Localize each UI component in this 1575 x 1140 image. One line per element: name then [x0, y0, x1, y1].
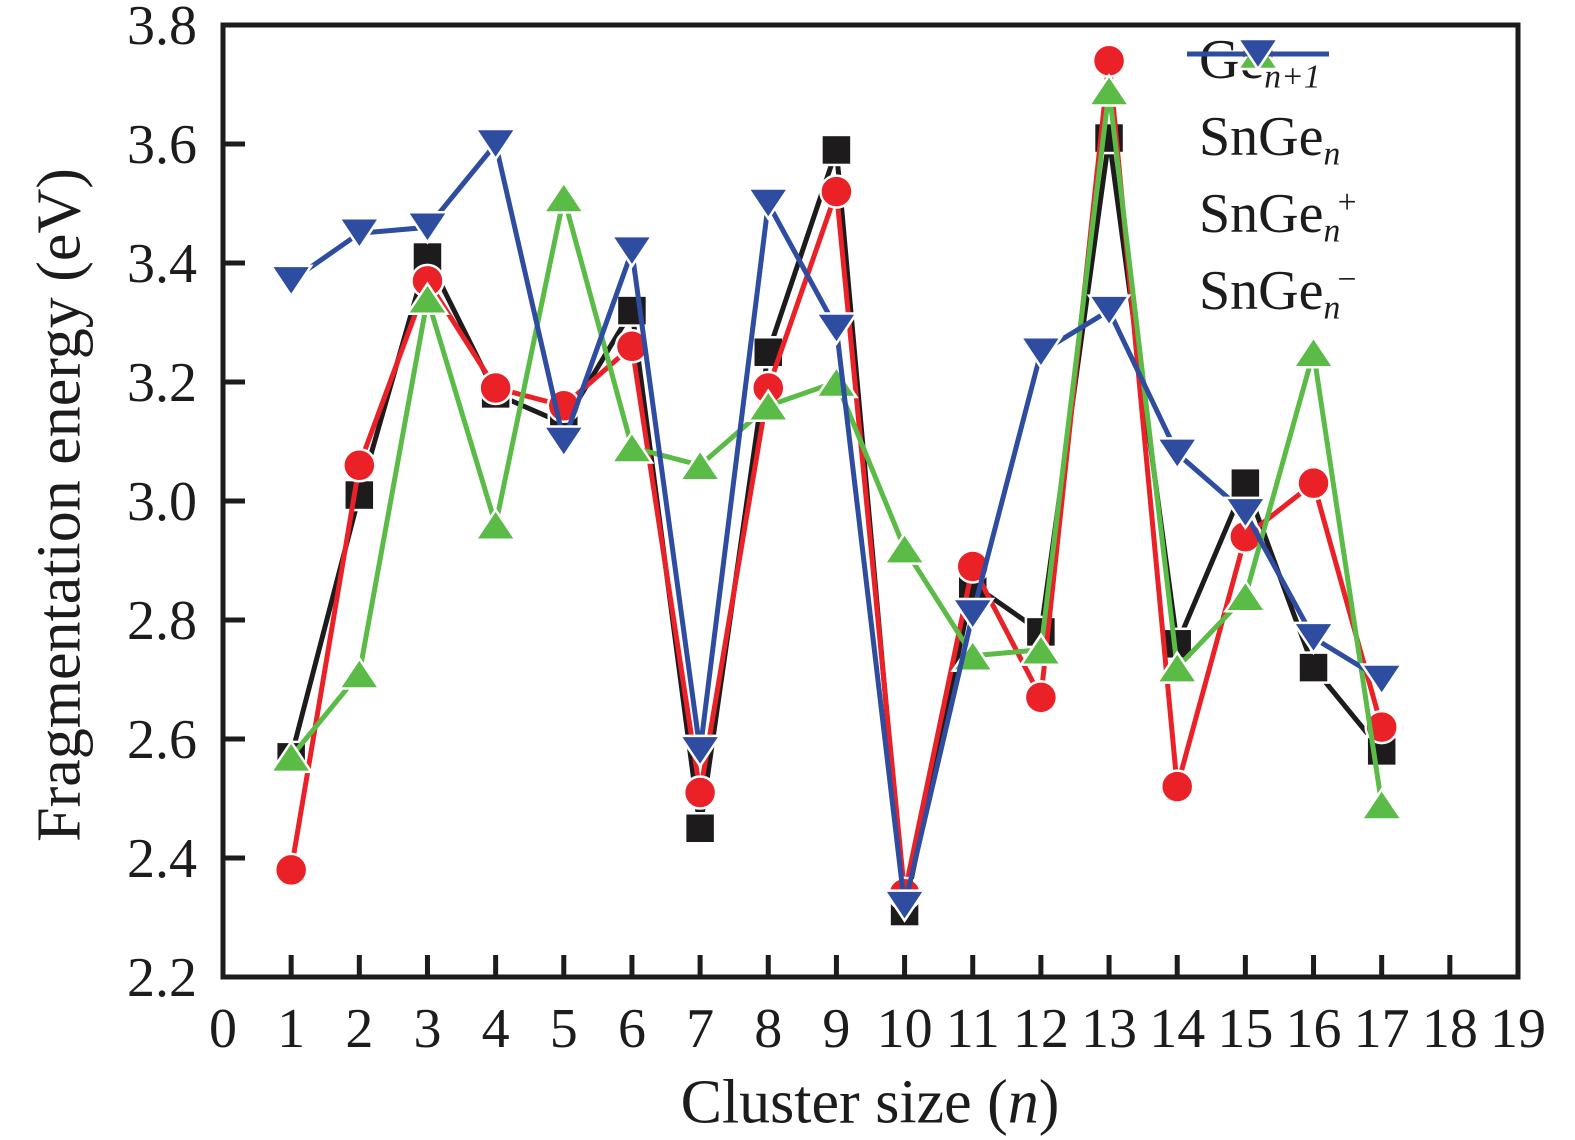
marker-circle [1296, 465, 1331, 501]
marker-triangle-up [1359, 787, 1405, 821]
marker-circle [819, 174, 854, 209]
marker-circle [614, 329, 650, 364]
marker-triangle-down [405, 211, 450, 245]
x-tick-label: 18 [1422, 998, 1478, 1060]
marker-circle [1159, 769, 1195, 804]
legend-entry-snge-minus: SnGen− [1183, 37, 1357, 332]
x-tick-label: 12 [1013, 998, 1069, 1060]
marker-triangle-up [1223, 578, 1268, 613]
x-tick-label: 10 [877, 998, 933, 1060]
legend-label: SnGen+ [1199, 182, 1357, 249]
marker-circle [342, 448, 377, 483]
marker-circle [273, 852, 309, 888]
marker-triangle-down [1291, 621, 1336, 656]
x-tick-label: 13 [1081, 998, 1137, 1060]
marker-circle [478, 370, 513, 406]
marker-triangle-down [541, 425, 587, 459]
x-tick-label: 7 [686, 998, 714, 1060]
marker-triangle-down [814, 312, 859, 346]
legend-label: SnGen− [1199, 259, 1357, 326]
x-tick-label: 14 [1149, 998, 1205, 1060]
x-tick-label: 1 [277, 998, 305, 1060]
marker-triangle-down [1223, 496, 1268, 531]
x-tick-label: 15 [1217, 998, 1273, 1060]
series-SnGe_n_minus [268, 127, 1405, 923]
marker-triangle-up [541, 180, 587, 214]
marker-square [683, 812, 717, 845]
marker-triangle-down [677, 734, 723, 769]
x-tick-label: 0 [209, 998, 237, 1060]
y-tick-label: 3.0 [127, 471, 197, 533]
x-tick-label: 9 [822, 998, 850, 1060]
y-tick-label: 3.2 [127, 352, 197, 414]
marker-triangle-down [950, 597, 996, 632]
x-axis-title-suffix: ) [1038, 1068, 1060, 1137]
marker-triangle-up [814, 364, 859, 399]
marker-triangle-up [1086, 73, 1132, 107]
x-tick-label: 8 [754, 998, 782, 1060]
marker-triangle-down [1359, 663, 1405, 697]
y-tick-label: 2.2 [127, 947, 197, 1009]
y-tick-label: 2.8 [127, 590, 197, 652]
marker-square [1297, 651, 1330, 684]
marker-triangle-down [1086, 294, 1132, 328]
legend-entry-snge: SnGen [1183, 36, 1357, 178]
marker-triangle-down [1154, 437, 1200, 471]
x-tick-label: 11 [946, 998, 1000, 1060]
marker-triangle-up [405, 281, 450, 315]
marker-square [820, 133, 853, 167]
marker-triangle-up [882, 531, 927, 565]
legend: Gen+1 SnGen SnGen+ SnGen− [1183, 24, 1357, 332]
legend-label: SnGen [1199, 105, 1341, 172]
x-tick-label: 16 [1286, 998, 1342, 1060]
series-SnGe_n_plus [268, 73, 1405, 821]
x-axis-title-italic-n: n [1007, 1068, 1039, 1137]
marker-triangle-down [745, 187, 791, 221]
marker-square [1229, 466, 1262, 500]
x-tick-label: 17 [1354, 998, 1410, 1060]
x-tick-label: 6 [618, 998, 646, 1060]
marker-triangle-down [1235, 37, 1281, 72]
marker-triangle-up [1291, 334, 1336, 369]
legend-entry-snge-plus: SnGen+ [1183, 36, 1357, 255]
marker-triangle-up [473, 507, 518, 542]
marker-circle [1023, 680, 1059, 715]
marker-triangle-up [609, 430, 655, 464]
marker-circle [1091, 43, 1127, 78]
marker-triangle-down [609, 234, 655, 269]
x-axis-title: Cluster size (n) [681, 1068, 1060, 1139]
marker-triangle-up [336, 656, 382, 690]
marker-triangle-down [268, 264, 314, 299]
y-tick-label: 3.8 [127, 0, 197, 57]
x-tick-label: 3 [413, 998, 441, 1060]
x-tick-label: 2 [345, 998, 373, 1060]
marker-square [343, 478, 376, 512]
legend-marker-triangle-down-icon [1187, 37, 1329, 72]
marker-triangle-down [473, 127, 518, 162]
marker-circle [682, 775, 718, 810]
marker-triangle-up [268, 739, 314, 774]
marker-triangle-down [1018, 336, 1064, 370]
marker-triangle-up [745, 388, 791, 423]
marker-triangle-up [1154, 650, 1200, 684]
x-axis-title-text: Cluster size ( [680, 1068, 1008, 1137]
marker-triangle-down [882, 889, 927, 923]
x-tick-label: 5 [550, 998, 578, 1060]
y-tick-label: 2.4 [127, 828, 197, 890]
y-tick-label: 2.6 [127, 709, 197, 771]
y-tick-label: 3.6 [127, 114, 197, 176]
x-tick-label: 19 [1490, 998, 1546, 1060]
marker-triangle-down [336, 217, 382, 251]
y-tick-label: 3.4 [127, 233, 197, 295]
y-axis-title: Fragmentation energy (eV) [25, 168, 94, 842]
x-tick-label: 4 [482, 998, 510, 1060]
marker-triangle-up [1018, 632, 1064, 666]
marker-triangle-up [677, 448, 723, 482]
